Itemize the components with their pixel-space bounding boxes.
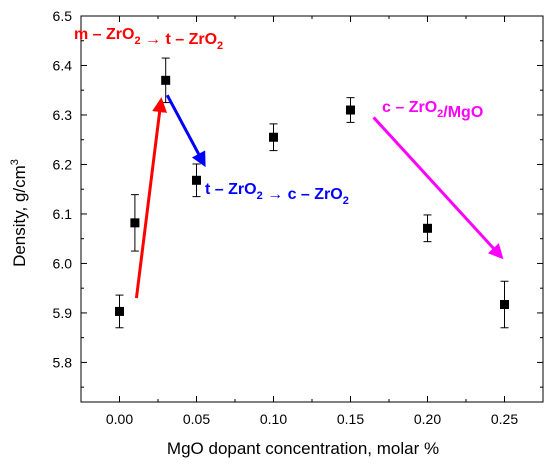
anno-t-to-c-label: t – ZrO2 → c – ZrO2 <box>205 181 349 207</box>
axis-tick-labels: 0.00 0.05 0.10 0.15 0.20 0.25 5.8 5.9 6.0 6.1 6.2 6… <box>53 8 519 427</box>
anno-c-mgo-text: c – ZrO <box>382 99 437 116</box>
x-axis-title: MgO dopant concentration, molar % <box>167 439 439 458</box>
x-tick-label: 0.10 <box>260 411 287 427</box>
axis-ticks <box>81 15 543 402</box>
anno-m-to-t-subscript: 2 <box>217 40 223 52</box>
anno-t-to-c-text: t – ZrO <box>205 181 257 198</box>
x-tick-label: 0.25 <box>491 411 518 427</box>
y-tick-label: 6.3 <box>53 107 73 123</box>
anno-c-mgo-arrow <box>372 116 504 260</box>
y-tick-label: 5.8 <box>53 354 73 370</box>
anno-t-to-c-arrow <box>165 94 206 168</box>
data-point <box>423 223 432 233</box>
data-point <box>130 218 140 228</box>
data-point <box>269 132 278 142</box>
anno-c-mgo-text: /MgO <box>443 104 483 121</box>
x-tick-label: 0.00 <box>106 411 133 427</box>
y-axis-title: Density, g/cm3 <box>9 159 29 267</box>
y-axis-title-main: Density, g/cm <box>10 165 29 267</box>
anno-t-to-c-subscript: 2 <box>343 195 349 207</box>
y-tick-label: 5.9 <box>53 305 73 321</box>
anno-t-to-c-subscript: 2 <box>257 190 263 202</box>
y-tick-label: 6.4 <box>53 57 73 73</box>
y-axis-title-superscript: 3 <box>9 159 21 165</box>
anno-m-to-t-text: → t – ZrO <box>141 31 217 48</box>
data-points <box>115 75 509 316</box>
x-tick-label: 0.20 <box>414 411 441 427</box>
y-tick-label: 6.1 <box>53 206 73 222</box>
anno-m-to-t-label: m – ZrO2 → t – ZrO2 <box>74 26 223 52</box>
y-tick-label: 6.0 <box>53 255 73 271</box>
y-tick-label: 6.2 <box>53 156 73 172</box>
anno-c-mgo-subscript: 2 <box>437 108 443 120</box>
data-point <box>161 75 171 85</box>
anno-t-to-c-text: → c – ZrO <box>263 186 343 203</box>
x-tick-label: 0.15 <box>337 411 364 427</box>
anno-m-to-t-text: m – ZrO <box>74 26 134 43</box>
plot-frame <box>80 15 544 403</box>
x-tick-label: 0.05 <box>183 411 210 427</box>
data-point <box>346 105 355 115</box>
anno-m-to-t-subscript: 2 <box>134 35 140 47</box>
annotation-arrows <box>134 94 504 299</box>
data-point <box>192 175 201 185</box>
anno-c-mgo-label: c – ZrO2/MgO <box>382 99 483 121</box>
data-point <box>115 306 124 316</box>
y-tick-label: 6.5 <box>53 8 73 24</box>
anno-m-to-t-arrow <box>134 97 168 299</box>
data-point <box>500 300 509 310</box>
